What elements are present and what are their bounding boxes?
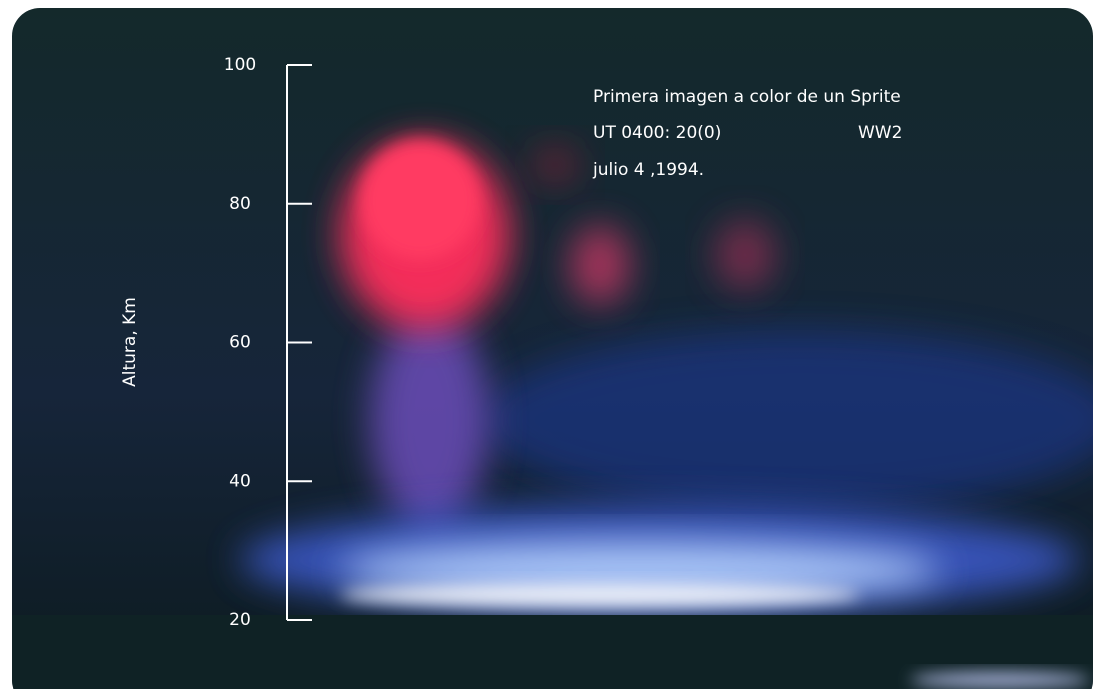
tick-label: 100	[224, 55, 256, 75]
caption-code: WW2	[858, 123, 902, 143]
axis-label: Altura, Km	[120, 297, 140, 387]
caption-date: julio 4 ,1994.	[592, 160, 704, 180]
tick-label: 60	[229, 333, 251, 353]
photo	[12, 8, 1099, 689]
tick-label: 40	[229, 471, 251, 491]
tick-label: 80	[229, 194, 251, 214]
caption-time: UT 0400: 20(0)	[593, 123, 721, 143]
sprite-photo: Altura, Km 100 80 60 40 20 Primera imagen a …	[0, 0, 1099, 689]
page: {"axis": {"label": "Altura, Km", "ticks"…	[0, 0, 1099, 689]
caption-title: Primera imagen a color de un Sprite	[593, 87, 901, 107]
tick-label: 20	[229, 610, 251, 630]
